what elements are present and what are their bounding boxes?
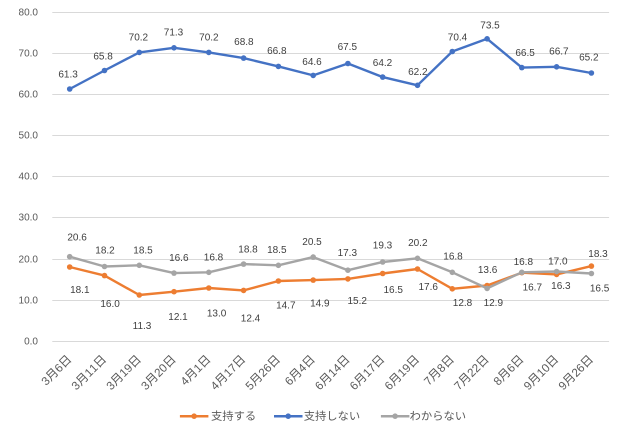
svg-text:70.4: 70.4 xyxy=(448,33,468,44)
svg-text:70.2: 70.2 xyxy=(199,33,219,44)
svg-text:65.8: 65.8 xyxy=(93,51,113,62)
svg-text:14.7: 14.7 xyxy=(276,301,296,312)
svg-text:18.5: 18.5 xyxy=(267,245,287,256)
svg-text:70.0: 70.0 xyxy=(19,49,39,60)
svg-text:64.6: 64.6 xyxy=(302,57,322,68)
svg-text:66.7: 66.7 xyxy=(549,47,569,58)
svg-text:12.1: 12.1 xyxy=(168,312,188,323)
svg-text:40.0: 40.0 xyxy=(19,172,39,183)
svg-text:66.5: 66.5 xyxy=(515,48,535,59)
svg-text:68.8: 68.8 xyxy=(234,37,254,48)
svg-text:64.2: 64.2 xyxy=(373,58,393,69)
svg-text:15.2: 15.2 xyxy=(347,296,367,307)
svg-text:19.3: 19.3 xyxy=(373,241,393,252)
svg-text:14.9: 14.9 xyxy=(310,299,330,310)
svg-text:12.8: 12.8 xyxy=(453,298,473,309)
svg-text:12.9: 12.9 xyxy=(484,298,504,309)
svg-text:16.6: 16.6 xyxy=(169,253,189,264)
svg-text:18.1: 18.1 xyxy=(70,285,90,296)
svg-text:62.2: 62.2 xyxy=(408,67,428,78)
svg-text:71.3: 71.3 xyxy=(164,28,184,39)
svg-text:13.0: 13.0 xyxy=(207,308,227,319)
svg-text:18.3: 18.3 xyxy=(588,249,608,260)
svg-text:16.5: 16.5 xyxy=(383,285,403,296)
svg-text:30.0: 30.0 xyxy=(19,213,39,224)
svg-text:20.6: 20.6 xyxy=(67,233,87,244)
svg-text:65.2: 65.2 xyxy=(579,53,599,64)
svg-text:13.6: 13.6 xyxy=(478,265,498,276)
svg-text:16.3: 16.3 xyxy=(551,281,571,292)
svg-text:17.3: 17.3 xyxy=(338,248,358,259)
svg-text:16.8: 16.8 xyxy=(204,252,224,263)
svg-text:16.7: 16.7 xyxy=(523,283,543,294)
svg-text:60.0: 60.0 xyxy=(19,90,39,101)
svg-text:16.8: 16.8 xyxy=(514,257,534,268)
svg-text:66.8: 66.8 xyxy=(267,46,287,57)
svg-text:20.2: 20.2 xyxy=(408,238,428,249)
svg-text:70.2: 70.2 xyxy=(129,33,149,44)
svg-text:17.0: 17.0 xyxy=(548,257,568,268)
svg-text:16.0: 16.0 xyxy=(100,299,120,310)
svg-text:10.0: 10.0 xyxy=(19,296,39,307)
svg-text:11.3: 11.3 xyxy=(133,321,152,332)
svg-text:20.5: 20.5 xyxy=(302,237,322,248)
svg-text:12.4: 12.4 xyxy=(241,314,261,325)
svg-text:16.5: 16.5 xyxy=(590,283,610,294)
svg-text:18.8: 18.8 xyxy=(238,245,258,256)
svg-text:50.0: 50.0 xyxy=(19,131,39,142)
svg-text:67.5: 67.5 xyxy=(338,42,358,53)
svg-text:61.3: 61.3 xyxy=(58,70,78,81)
svg-text:0.0: 0.0 xyxy=(24,337,38,348)
svg-text:18.5: 18.5 xyxy=(133,246,153,257)
svg-text:80.0: 80.0 xyxy=(19,8,39,19)
svg-text:17.6: 17.6 xyxy=(418,282,438,293)
svg-text:73.5: 73.5 xyxy=(480,21,500,32)
svg-text:16.8: 16.8 xyxy=(443,252,463,263)
svg-text:20.0: 20.0 xyxy=(19,255,39,266)
svg-text:18.2: 18.2 xyxy=(95,246,115,257)
